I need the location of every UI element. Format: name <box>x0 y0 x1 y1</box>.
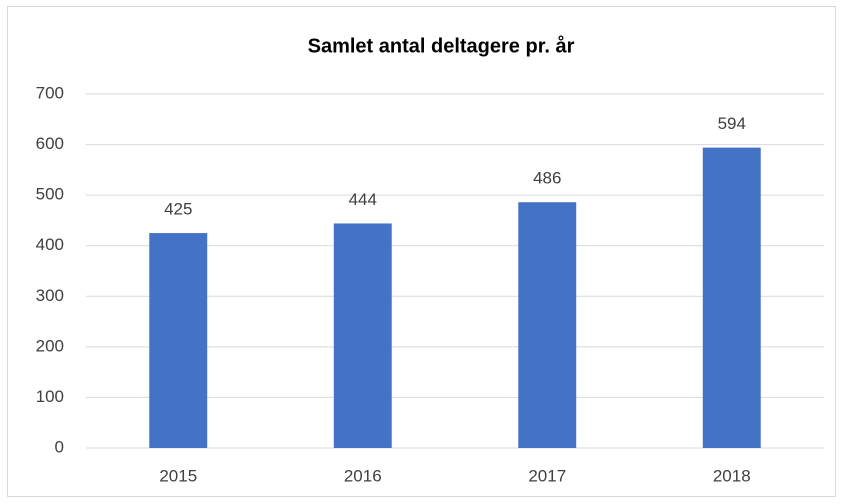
x-tick-label: 2018 <box>713 466 751 485</box>
y-tick-label: 100 <box>36 387 64 406</box>
x-tick-label: 2017 <box>528 466 566 485</box>
y-tick-label: 500 <box>36 185 64 204</box>
y-tick-label: 0 <box>55 437 64 456</box>
chart-title: Samlet antal deltagere pr. år <box>308 34 575 57</box>
data-label: 444 <box>349 190 377 209</box>
y-tick-label: 700 <box>36 83 64 102</box>
x-tick-label: 2015 <box>159 466 197 485</box>
bar <box>702 147 761 448</box>
y-tick-label: 300 <box>36 286 64 305</box>
bar <box>149 233 208 448</box>
y-tick-label: 600 <box>36 134 64 153</box>
chart-border <box>7 6 836 497</box>
y-tick-label: 200 <box>36 336 64 355</box>
data-label: 594 <box>718 114 746 133</box>
x-tick-label: 2016 <box>344 466 382 485</box>
bar <box>518 202 577 448</box>
y-tick-label: 400 <box>36 235 64 254</box>
data-label: 486 <box>533 169 561 188</box>
data-label: 425 <box>164 200 192 219</box>
bar <box>333 223 392 448</box>
